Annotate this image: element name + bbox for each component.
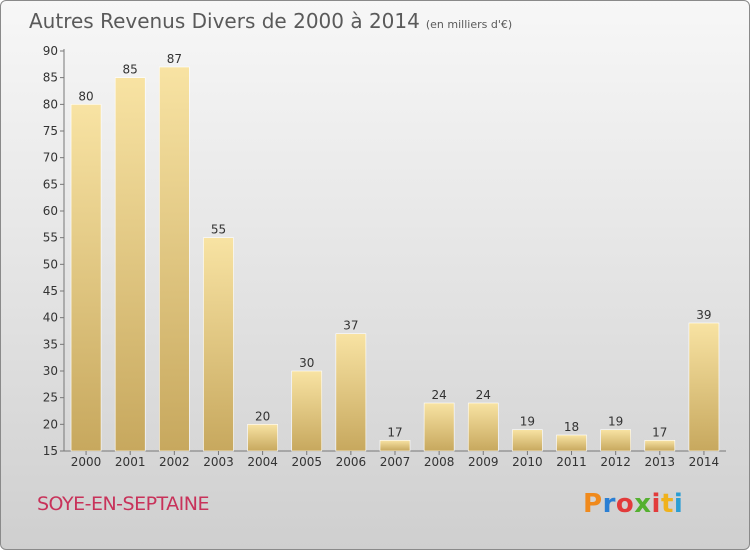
x-tick-label: 2000 xyxy=(71,455,102,469)
y-tick-label: 60 xyxy=(43,204,58,218)
logo-letter: o xyxy=(615,489,635,519)
logo-letter: P xyxy=(583,489,603,519)
bar-value-label: 85 xyxy=(123,63,138,77)
y-tick-label: 40 xyxy=(43,311,58,325)
bar-value-label: 17 xyxy=(652,425,667,439)
bar xyxy=(291,370,323,452)
bar xyxy=(203,237,234,452)
bar-value-label: 80 xyxy=(78,89,93,103)
bar xyxy=(467,402,499,452)
logo-letter: r xyxy=(602,489,616,519)
y-tick-label: 90 xyxy=(43,44,58,58)
bar-value-label: 55 xyxy=(211,223,226,237)
x-tick-label: 2002 xyxy=(159,455,190,469)
bar-value-label: 24 xyxy=(476,388,491,402)
bar-value-label: 37 xyxy=(343,319,358,333)
bar-value-label: 20 xyxy=(255,409,270,423)
x-tick-label: 2003 xyxy=(203,455,234,469)
y-tick-label: 45 xyxy=(43,284,58,298)
x-tick-label: 2006 xyxy=(336,455,367,469)
bar xyxy=(600,429,631,452)
y-tick-label: 80 xyxy=(43,97,58,111)
x-tick-label: 2010 xyxy=(512,455,543,469)
x-tick-label: 2013 xyxy=(645,455,676,469)
bar xyxy=(423,402,455,452)
proxiti-logo: Proxiti xyxy=(583,489,683,519)
x-tick-label: 2001 xyxy=(115,455,146,469)
y-tick-label: 75 xyxy=(43,124,58,138)
bar xyxy=(114,77,146,452)
bar xyxy=(335,333,367,452)
bar-value-label: 19 xyxy=(520,415,535,429)
x-tick-label: 2008 xyxy=(424,455,455,469)
bar xyxy=(688,322,720,452)
commune-name: SOYE-EN-SEPTAINE xyxy=(37,493,210,515)
bar xyxy=(247,424,278,452)
x-tick-label: 2004 xyxy=(247,455,278,469)
y-tick-label: 70 xyxy=(43,151,58,165)
bar xyxy=(556,434,587,452)
x-tick-label: 2012 xyxy=(600,455,631,469)
x-tick-label: 2009 xyxy=(468,455,499,469)
y-tick-label: 65 xyxy=(43,177,58,191)
bar xyxy=(379,440,411,452)
bar-value-label: 30 xyxy=(299,356,314,370)
bar-value-label: 18 xyxy=(564,420,579,434)
bar xyxy=(644,440,676,452)
logo-letter: i xyxy=(651,489,661,519)
y-tick-label: 50 xyxy=(43,257,58,271)
bar-value-label: 17 xyxy=(387,425,402,439)
x-tick-label: 2011 xyxy=(556,455,587,469)
y-tick-label: 25 xyxy=(43,391,58,405)
bar xyxy=(159,66,190,452)
title-text: Autres Revenus Divers de 2000 à 2014 xyxy=(29,9,420,33)
logo-letter: x xyxy=(634,489,652,519)
bar xyxy=(70,104,102,452)
y-tick-label: 35 xyxy=(43,337,58,351)
bar-value-label: 87 xyxy=(167,52,182,66)
chart-title: Autres Revenus Divers de 2000 à 2014 (en … xyxy=(29,9,512,33)
bar-value-label: 39 xyxy=(696,308,711,322)
y-tick-label: 15 xyxy=(43,444,58,458)
y-tick-label: 20 xyxy=(43,417,58,431)
bar xyxy=(512,429,543,452)
y-tick-label: 30 xyxy=(43,364,58,378)
logo-letter: i xyxy=(673,489,684,519)
logo-letter: t xyxy=(660,489,674,519)
units-label: (en milliers d'€) xyxy=(425,18,513,31)
x-tick-label: 2014 xyxy=(689,455,720,469)
x-tick-label: 2005 xyxy=(291,455,322,469)
bar-value-label: 24 xyxy=(431,388,446,402)
y-tick-label: 55 xyxy=(43,231,58,245)
y-tick-label: 85 xyxy=(43,71,58,85)
bar-value-label: 19 xyxy=(608,415,623,429)
x-tick-label: 2007 xyxy=(380,455,411,469)
